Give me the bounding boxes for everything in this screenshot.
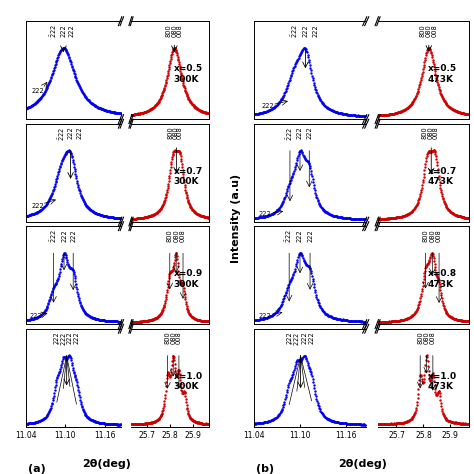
Text: 222: 222 — [76, 127, 82, 139]
Text: 008: 008 — [177, 24, 182, 37]
Text: 222: 222 — [31, 202, 44, 209]
Text: $\bar{2}$22: $\bar{2}$22 — [292, 332, 302, 346]
Text: 222: 222 — [73, 332, 80, 345]
Text: 800: 800 — [423, 229, 428, 242]
Text: 222: 222 — [312, 24, 319, 37]
Text: 008: 008 — [436, 229, 442, 242]
Text: 222: 222 — [309, 332, 315, 345]
Text: 800: 800 — [167, 229, 173, 242]
Text: 2θ(deg): 2θ(deg) — [338, 459, 387, 469]
Text: $\bar{2}$22: $\bar{2}$22 — [49, 24, 59, 38]
Text: x=0.9
300K: x=0.9 300K — [173, 269, 203, 289]
Text: x=0.8
473K: x=0.8 473K — [428, 269, 457, 289]
Text: x=0.7
300K: x=0.7 300K — [173, 167, 203, 186]
Text: $\bar{2}$22: $\bar{2}$22 — [290, 24, 300, 38]
Text: 222: 222 — [60, 24, 66, 37]
Text: 080: 080 — [173, 229, 179, 242]
Text: $\bar{2}$22: $\bar{2}$22 — [285, 127, 295, 141]
Text: 222: 222 — [297, 229, 303, 242]
Text: 222: 222 — [297, 127, 303, 139]
Text: 008: 008 — [432, 24, 438, 37]
Text: 800: 800 — [167, 127, 173, 139]
Text: x=1.0
473K: x=1.0 473K — [428, 372, 457, 391]
Text: 222: 222 — [261, 103, 274, 109]
Text: 080: 080 — [427, 127, 433, 139]
Text: $\bar{2}$22: $\bar{2}$22 — [58, 332, 69, 346]
Text: 800: 800 — [419, 24, 425, 37]
Text: 080: 080 — [170, 332, 176, 344]
Text: $\bar{2}$22: $\bar{2}$22 — [48, 229, 59, 243]
Text: 222: 222 — [54, 332, 60, 345]
Text: 222: 222 — [68, 127, 73, 139]
Text: 800: 800 — [421, 127, 427, 139]
Text: 008: 008 — [180, 229, 186, 242]
Text: 080: 080 — [173, 127, 179, 139]
Text: 008: 008 — [176, 332, 182, 344]
Text: x=0.5
473K: x=0.5 473K — [428, 64, 457, 84]
Text: Intensity (a.u): Intensity (a.u) — [231, 173, 241, 263]
Text: 008: 008 — [177, 127, 183, 139]
Text: 222: 222 — [301, 332, 308, 345]
Text: $\bar{2}$22: $\bar{2}$22 — [284, 229, 294, 243]
Text: 080: 080 — [424, 332, 429, 344]
Text: 222: 222 — [70, 229, 76, 242]
Text: x=1.0
300K: x=1.0 300K — [173, 372, 203, 391]
Text: 222: 222 — [259, 312, 272, 319]
Text: 222: 222 — [67, 332, 73, 345]
Text: 2θ(deg): 2θ(deg) — [82, 459, 131, 469]
Text: 222: 222 — [307, 229, 313, 242]
Text: 080: 080 — [429, 229, 435, 242]
Text: $\bar{2}$22: $\bar{2}$22 — [56, 127, 66, 141]
Text: 080: 080 — [171, 24, 177, 37]
Text: 222: 222 — [286, 332, 292, 345]
Text: 800: 800 — [164, 332, 171, 344]
Text: 008: 008 — [433, 127, 438, 139]
Text: 222: 222 — [61, 229, 67, 242]
Text: (a): (a) — [28, 464, 46, 474]
Text: 080: 080 — [426, 24, 432, 37]
Text: 008: 008 — [430, 332, 436, 344]
Text: (b): (b) — [256, 464, 274, 474]
Text: 222: 222 — [306, 127, 312, 139]
Text: 222: 222 — [69, 24, 75, 37]
Text: 222: 222 — [302, 24, 309, 37]
Text: 222: 222 — [29, 313, 42, 319]
Text: x=0.7
473K: x=0.7 473K — [428, 167, 457, 186]
Text: 800: 800 — [417, 332, 423, 344]
Text: 222: 222 — [259, 211, 272, 217]
Text: 222: 222 — [31, 88, 44, 94]
Text: 800: 800 — [165, 24, 172, 37]
Text: x=0.5
300K: x=0.5 300K — [173, 64, 203, 84]
